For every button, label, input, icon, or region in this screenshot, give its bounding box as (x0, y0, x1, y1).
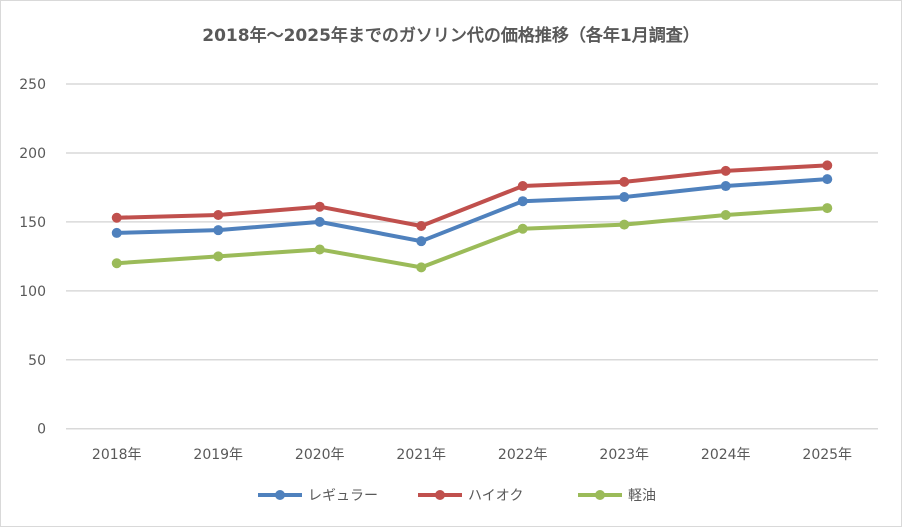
data-point (619, 176, 630, 187)
data-point (314, 216, 325, 227)
data-point (111, 212, 122, 223)
x-tick-label: 2025年 (802, 447, 852, 463)
series-line (116, 163, 828, 229)
data-point (517, 196, 528, 207)
data-point (720, 209, 731, 220)
legend-item: レギュラー (258, 488, 378, 504)
data-point (314, 201, 325, 212)
y-tick-label: 150 (19, 215, 46, 231)
data-point (720, 181, 731, 192)
data-point (619, 192, 630, 203)
x-tick-label: 2021年 (396, 447, 446, 463)
x-tick-label: 2018年 (92, 447, 142, 463)
legend-label: ハイオク (468, 488, 523, 504)
data-point (213, 225, 224, 236)
series-line (116, 177, 828, 244)
x-tick-label: 2022年 (498, 447, 548, 463)
series-0 (111, 174, 833, 247)
legend-marker (275, 490, 285, 500)
legend-item: 軽油 (578, 488, 656, 504)
legend-label: レギュラー (308, 488, 378, 504)
x-tick-label: 2019年 (193, 447, 243, 463)
data-point (111, 227, 122, 238)
data-point (416, 221, 427, 232)
data-point (720, 165, 731, 176)
data-point (416, 262, 427, 273)
chart-title: 2018年～2025年までのガソリン代の価格推移（各年1月調査） (202, 25, 699, 46)
series-line (116, 206, 828, 270)
x-tick-label: 2020年 (295, 447, 345, 463)
y-tick-label: 100 (19, 284, 46, 300)
legend-label: 軽油 (628, 488, 656, 504)
data-point (314, 244, 325, 255)
data-point (822, 203, 833, 214)
data-point (213, 251, 224, 262)
series-2 (111, 203, 833, 273)
data-point (111, 258, 122, 269)
data-point (517, 181, 528, 192)
legend-marker (595, 490, 605, 500)
data-point (517, 223, 528, 234)
legend-marker (435, 490, 445, 500)
legend-item: ハイオク (418, 488, 523, 504)
data-point (213, 209, 224, 220)
x-tick-label: 2024年 (701, 447, 751, 463)
data-point (822, 174, 833, 185)
data-point (822, 160, 833, 171)
series-1 (111, 160, 833, 232)
y-tick-label: 0 (37, 422, 46, 438)
data-point (619, 219, 630, 230)
x-tick-label: 2023年 (599, 447, 649, 463)
y-tick-label: 250 (19, 77, 46, 93)
data-point (416, 236, 427, 247)
y-tick-label: 200 (19, 146, 46, 162)
y-tick-label: 50 (28, 353, 46, 369)
